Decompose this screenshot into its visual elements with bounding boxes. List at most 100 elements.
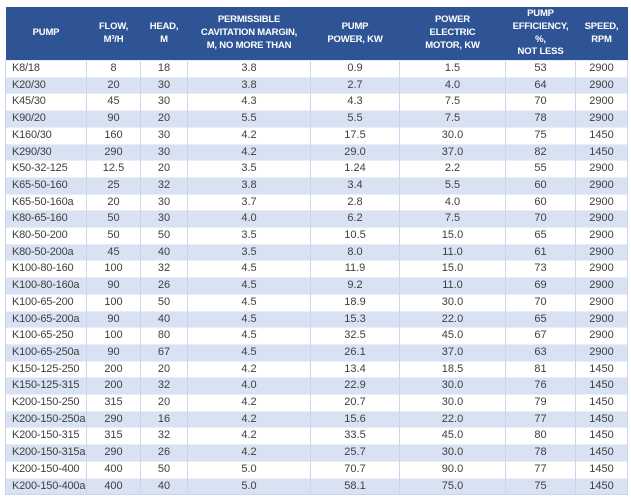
cell-power: 4.3 xyxy=(310,93,400,111)
cell-speed: 1450 xyxy=(575,444,628,462)
cell-efficiency: 70 xyxy=(505,210,576,228)
cell-flow: 290 xyxy=(86,143,141,161)
cell-speed: 2900 xyxy=(575,76,628,94)
cell-cavitation: 4.5 xyxy=(187,260,311,278)
cell-speed: 1450 xyxy=(575,427,628,445)
cell-pump: K160/30 xyxy=(5,126,87,145)
cell-power: 1.24 xyxy=(310,160,400,178)
cell-efficiency: 75 xyxy=(505,477,576,496)
cell-motor: 4.0 xyxy=(399,193,506,211)
table-row: K150-125-315 200 32 4.0 22.9 30.0 76 1450 xyxy=(5,377,628,395)
cell-flow: 90 xyxy=(86,110,141,128)
table-row: K200-150-400 400 50 5.0 70.7 90.0 77 1450 xyxy=(5,460,628,479)
cell-power: 22.9 xyxy=(310,377,400,395)
cell-motor: 4.0 xyxy=(399,76,506,94)
cell-head: 20 xyxy=(140,360,188,378)
cell-flow: 8 xyxy=(86,60,141,78)
table-row: K200-150-315 315 32 4.2 33.5 45.0 80 1450 xyxy=(5,427,628,445)
cell-pump: K65-50-160 xyxy=(5,176,87,195)
cell-speed: 1450 xyxy=(575,477,628,496)
cell-head: 18 xyxy=(140,60,188,78)
cell-cavitation: 4.0 xyxy=(187,377,311,395)
cell-power: 6.2 xyxy=(310,210,400,228)
cell-cavitation: 3.5 xyxy=(187,243,311,261)
cell-cavitation: 4.2 xyxy=(187,143,311,161)
cell-speed: 2900 xyxy=(575,93,628,111)
cell-efficiency: 61 xyxy=(505,243,576,261)
cell-motor: 11.0 xyxy=(399,277,506,295)
cell-pump: K80-50-200 xyxy=(5,227,87,245)
cell-cavitation: 4.2 xyxy=(187,444,311,462)
cell-head: 16 xyxy=(140,410,188,428)
cell-motor: 15.0 xyxy=(399,260,506,278)
cell-motor: 37.0 xyxy=(399,343,506,362)
pump-specifications-table: PUMP FLOW, M³/H HEAD, M PERMISSIBLE CAVITAT… xyxy=(5,7,628,496)
cell-speed: 2900 xyxy=(575,243,628,261)
table-row: K45/30 45 30 4.3 4.3 7.5 70 2900 xyxy=(5,93,628,111)
cell-head: 80 xyxy=(140,327,188,345)
cell-efficiency: 55 xyxy=(505,160,576,178)
cell-speed: 2900 xyxy=(575,310,628,328)
table-row: K100-65-250 100 80 4.5 32.5 45.0 67 2900 xyxy=(5,327,628,345)
cell-power: 32.5 xyxy=(310,327,400,345)
cell-head: 40 xyxy=(140,477,188,496)
cell-efficiency: 80 xyxy=(505,427,576,445)
cell-head: 20 xyxy=(140,110,188,128)
cell-cavitation: 5.0 xyxy=(187,460,311,479)
cell-flow: 200 xyxy=(86,377,141,395)
cell-flow: 400 xyxy=(86,460,141,479)
cell-pump: K100-80-160 xyxy=(5,260,87,278)
cell-power: 33.5 xyxy=(310,427,400,445)
cell-efficiency: 63 xyxy=(505,343,576,362)
cell-efficiency: 65 xyxy=(505,310,576,328)
table-row: K290/30 290 30 4.2 29.0 37.0 82 1450 xyxy=(5,143,628,161)
table-header: PUMP FLOW, M³/H HEAD, M PERMISSIBLE CAVITAT… xyxy=(5,7,628,61)
cell-pump: K100-65-250a xyxy=(5,343,87,362)
cell-speed: 1450 xyxy=(575,377,628,395)
cell-flow: 12.5 xyxy=(86,160,141,178)
cell-cavitation: 4.5 xyxy=(187,343,311,362)
cell-flow: 100 xyxy=(86,327,141,345)
cell-efficiency: 79 xyxy=(505,394,576,412)
cell-pump: K20/30 xyxy=(5,76,87,94)
table-row: K100-80-160 100 32 4.5 11.9 15.0 73 2900 xyxy=(5,260,628,278)
cell-power: 15.3 xyxy=(310,310,400,328)
cell-efficiency: 82 xyxy=(505,143,576,161)
cell-cavitation: 5.5 xyxy=(187,110,311,128)
table-row: K200-150-400a 400 40 5.0 58.1 75.0 75 1450 xyxy=(5,477,628,496)
cell-efficiency: 70 xyxy=(505,293,576,312)
table-row: K100-65-200 100 50 4.5 18.9 30.0 70 2900 xyxy=(5,293,628,312)
table-row: K200-150-315a 290 26 4.2 25.7 30.0 78 1450 xyxy=(5,444,628,462)
cell-flow: 45 xyxy=(86,243,141,261)
cell-efficiency: 76 xyxy=(505,377,576,395)
cell-power: 3.4 xyxy=(310,176,400,195)
cell-motor: 5.5 xyxy=(399,176,506,195)
cell-pump: K100-65-200 xyxy=(5,293,87,312)
cell-flow: 90 xyxy=(86,343,141,362)
column-header-flow: FLOW, M³/H xyxy=(86,7,141,61)
column-header-speed: SPEED, RPM xyxy=(575,7,628,61)
cell-pump: K100-80-160a xyxy=(5,277,87,295)
cell-pump: K50-32-125 xyxy=(5,160,87,178)
cell-motor: 30.0 xyxy=(399,394,506,412)
cell-speed: 2900 xyxy=(575,227,628,245)
cell-efficiency: 81 xyxy=(505,360,576,378)
cell-motor: 45.0 xyxy=(399,427,506,445)
cell-speed: 2900 xyxy=(575,327,628,345)
cell-cavitation: 3.8 xyxy=(187,60,311,78)
cell-flow: 400 xyxy=(86,477,141,496)
cell-pump: K200-150-315 xyxy=(5,427,87,445)
cell-head: 40 xyxy=(140,243,188,261)
cell-flow: 20 xyxy=(86,193,141,211)
cell-power: 29.0 xyxy=(310,143,400,161)
cell-flow: 100 xyxy=(86,260,141,278)
cell-efficiency: 75 xyxy=(505,126,576,145)
cell-pump: K65-50-160a xyxy=(5,193,87,211)
table-row: K90/20 90 20 5.5 5.5 7.5 78 2900 xyxy=(5,110,628,128)
table-row: K80-50-200a 45 40 3.5 8.0 11.0 61 2900 xyxy=(5,243,628,261)
cell-head: 67 xyxy=(140,343,188,362)
cell-head: 40 xyxy=(140,310,188,328)
table-row: K100-65-250a 90 67 4.5 26.1 37.0 63 2900 xyxy=(5,343,628,362)
cell-cavitation: 3.5 xyxy=(187,160,311,178)
